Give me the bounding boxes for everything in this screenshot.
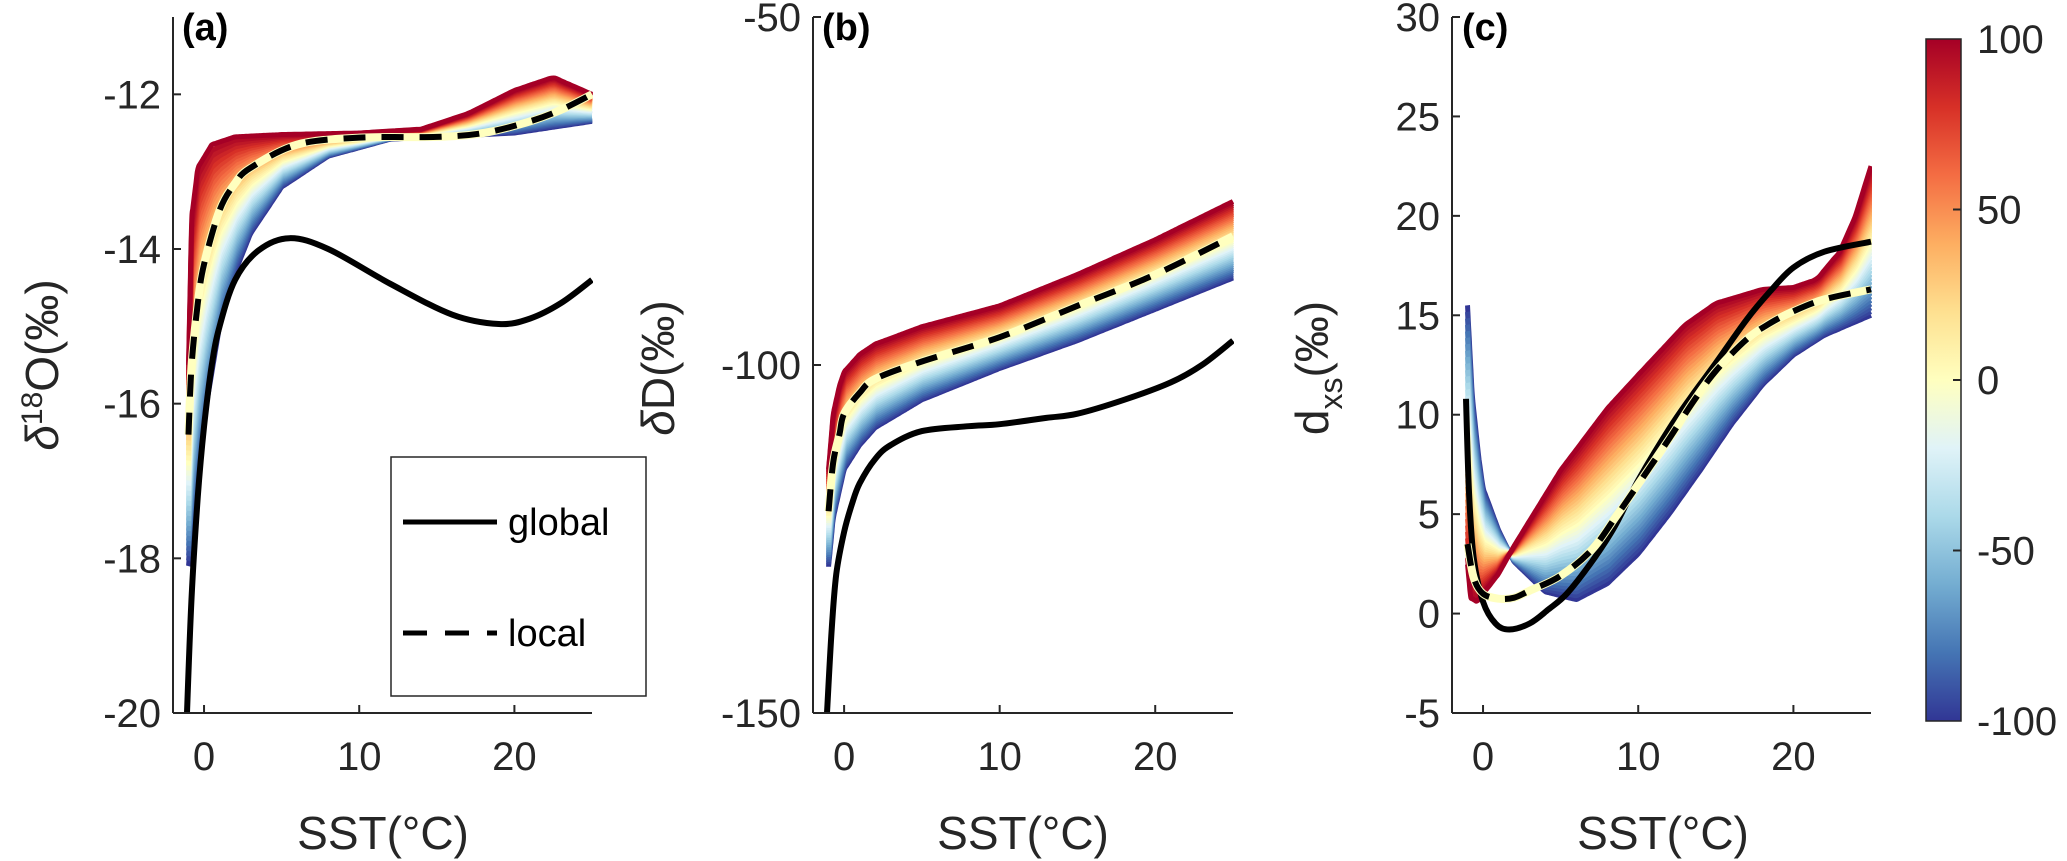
y-tick-label: -16 [103,383,161,427]
y-tick-label: 10 [1396,394,1441,438]
axes-b: 0 10 20 -150 -100 -50 [721,0,1233,779]
ensemble-curve [826,199,1234,470]
y-label-main: (‰) [1286,301,1338,378]
colorbar-tick-label: 50 [1977,189,2022,233]
y-label-main: D(‰) [632,300,684,410]
global-curve [824,338,1234,713]
global-curve [184,235,593,713]
y-label-prefix: δ [16,425,68,451]
reference-curves-c [1463,238,1872,633]
y-tick-label: -20 [103,692,161,736]
y-tick-label: 20 [1396,195,1441,239]
legend: global local [390,456,647,697]
ensemble-curve [186,75,593,366]
colorbar-ticks: -100 -50 0 50 100 [1953,18,2057,744]
x-tick-label: 10 [337,735,382,779]
axes-c: 0 10 20 -5 0 5 10 15 20 25 30 [1396,0,1871,779]
x-tick-label: 20 [1133,735,1178,779]
y-tick-label: -100 [721,344,801,388]
panel-label-a: (a) [182,7,228,49]
y-tick-label: 25 [1396,95,1441,139]
y-tick-label: -150 [721,692,801,736]
colorbar-tick-label: 100 [1977,18,2044,62]
x-tick-label: 0 [1472,735,1494,779]
x-tick-label: 0 [193,735,215,779]
colorbar-tick-label: 0 [1977,359,1999,403]
y-label-main: O(‰) [16,279,68,391]
panel-c: 0 10 20 -5 0 5 10 15 20 25 30 (c) SST(°C) dxs(‰) [1286,0,1872,859]
reference-curves-b [824,232,1234,713]
x-tick-label: 20 [1771,735,1816,779]
y-tick-label: 5 [1418,493,1440,537]
y-tick-label: 30 [1396,0,1441,40]
panel-a: 0 10 20 -20 -18 -16 -14 -12 (a) SST(°C) δ18O(‰)… [16,7,647,859]
y-label-sub: xs [1313,378,1349,410]
y-tick-label: -18 [103,537,161,581]
y-tick-label: -12 [103,73,161,117]
y-tick-label: -50 [743,0,801,40]
x-tick-label: 10 [977,735,1022,779]
legend-label-local: local [508,613,586,655]
ensemble-curves-a [186,75,593,567]
x-tick-label: 10 [1616,735,1661,779]
y-tick-label: -5 [1404,692,1440,736]
y-label-prefix: δ [632,410,684,436]
panel-label-c: (c) [1462,7,1508,49]
legend-box [390,456,647,697]
y-tick-label: -14 [103,228,161,272]
y-tick-label: 0 [1418,593,1440,637]
axes-a: 0 10 20 -20 -18 -16 -14 -12 [103,17,592,779]
y-label-sup: 18 [16,392,49,425]
local-curve [825,233,1234,512]
x-axis-label-c: SST(°C) [1577,807,1749,859]
ensemble-curves-c [1465,165,1872,604]
y-axis-label-c: dxs(‰) [1286,301,1349,435]
x-tick-label: 0 [833,735,855,779]
colorbar: -100 -50 0 50 100 [1925,18,2057,744]
colorbar-tick-label: -50 [1977,530,2035,574]
reference-curves-a [184,90,593,713]
legend-label-global: global [508,502,609,544]
x-axis-label-b: SST(°C) [937,807,1109,859]
y-tick-label: 15 [1396,294,1441,338]
y-label-prefix: d [1286,410,1338,436]
x-axis-label-a: SST(°C) [297,807,469,859]
panel-b: 0 10 20 -150 -100 -50 (b) SST(°C) δD(‰) [632,0,1234,859]
y-axis-label-a: δ18O(‰) [16,279,68,450]
colorbar-tick-label: -100 [1977,700,2057,744]
x-tick-label: 20 [492,735,537,779]
y-axis-label-b: δD(‰) [632,300,684,435]
panel-label-b: (b) [822,7,871,49]
local-curve [185,91,593,435]
local-curve [1464,286,1872,602]
global-curve [1463,238,1872,633]
